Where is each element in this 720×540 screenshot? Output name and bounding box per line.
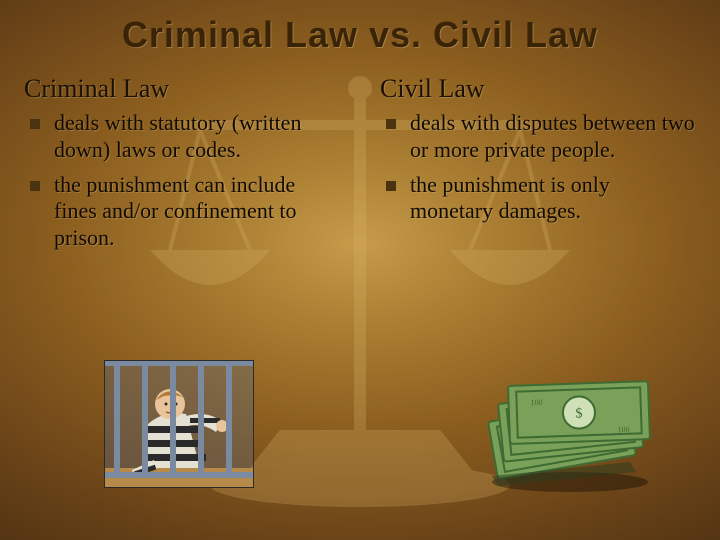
left-heading: Criminal Law — [24, 74, 340, 104]
content-columns: Criminal Law deals with statutory (writt… — [24, 74, 696, 260]
list-item: the punishment is only monetary damages. — [380, 172, 696, 226]
left-bullets: deals with statutory (written down) laws… — [24, 110, 340, 252]
left-column: Criminal Law deals with statutory (writt… — [24, 74, 340, 260]
svg-text:$: $ — [575, 406, 583, 421]
right-column: Civil Law deals with disputes between tw… — [380, 74, 696, 260]
svg-text:100: 100 — [617, 425, 629, 434]
list-item: deals with statutory (written down) laws… — [24, 110, 340, 164]
prisoner-clipart — [104, 360, 254, 488]
money-stack-clipart: $ 100 100 — [470, 364, 660, 494]
right-heading: Civil Law — [380, 74, 696, 104]
list-item: the punishment can include fines and/or … — [24, 172, 340, 252]
slide-title: Criminal Law vs. Civil Law — [0, 14, 720, 56]
right-bullets: deals with disputes between two or more … — [380, 110, 696, 225]
svg-text:100: 100 — [530, 398, 542, 407]
list-item: deals with disputes between two or more … — [380, 110, 696, 164]
